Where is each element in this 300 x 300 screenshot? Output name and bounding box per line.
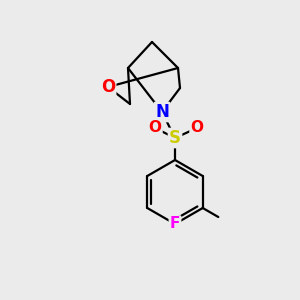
Text: O: O [190, 121, 203, 136]
Text: O: O [101, 78, 115, 96]
Text: F: F [170, 217, 180, 232]
Text: S: S [169, 129, 181, 147]
Text: O: O [148, 121, 161, 136]
Text: N: N [155, 103, 169, 121]
